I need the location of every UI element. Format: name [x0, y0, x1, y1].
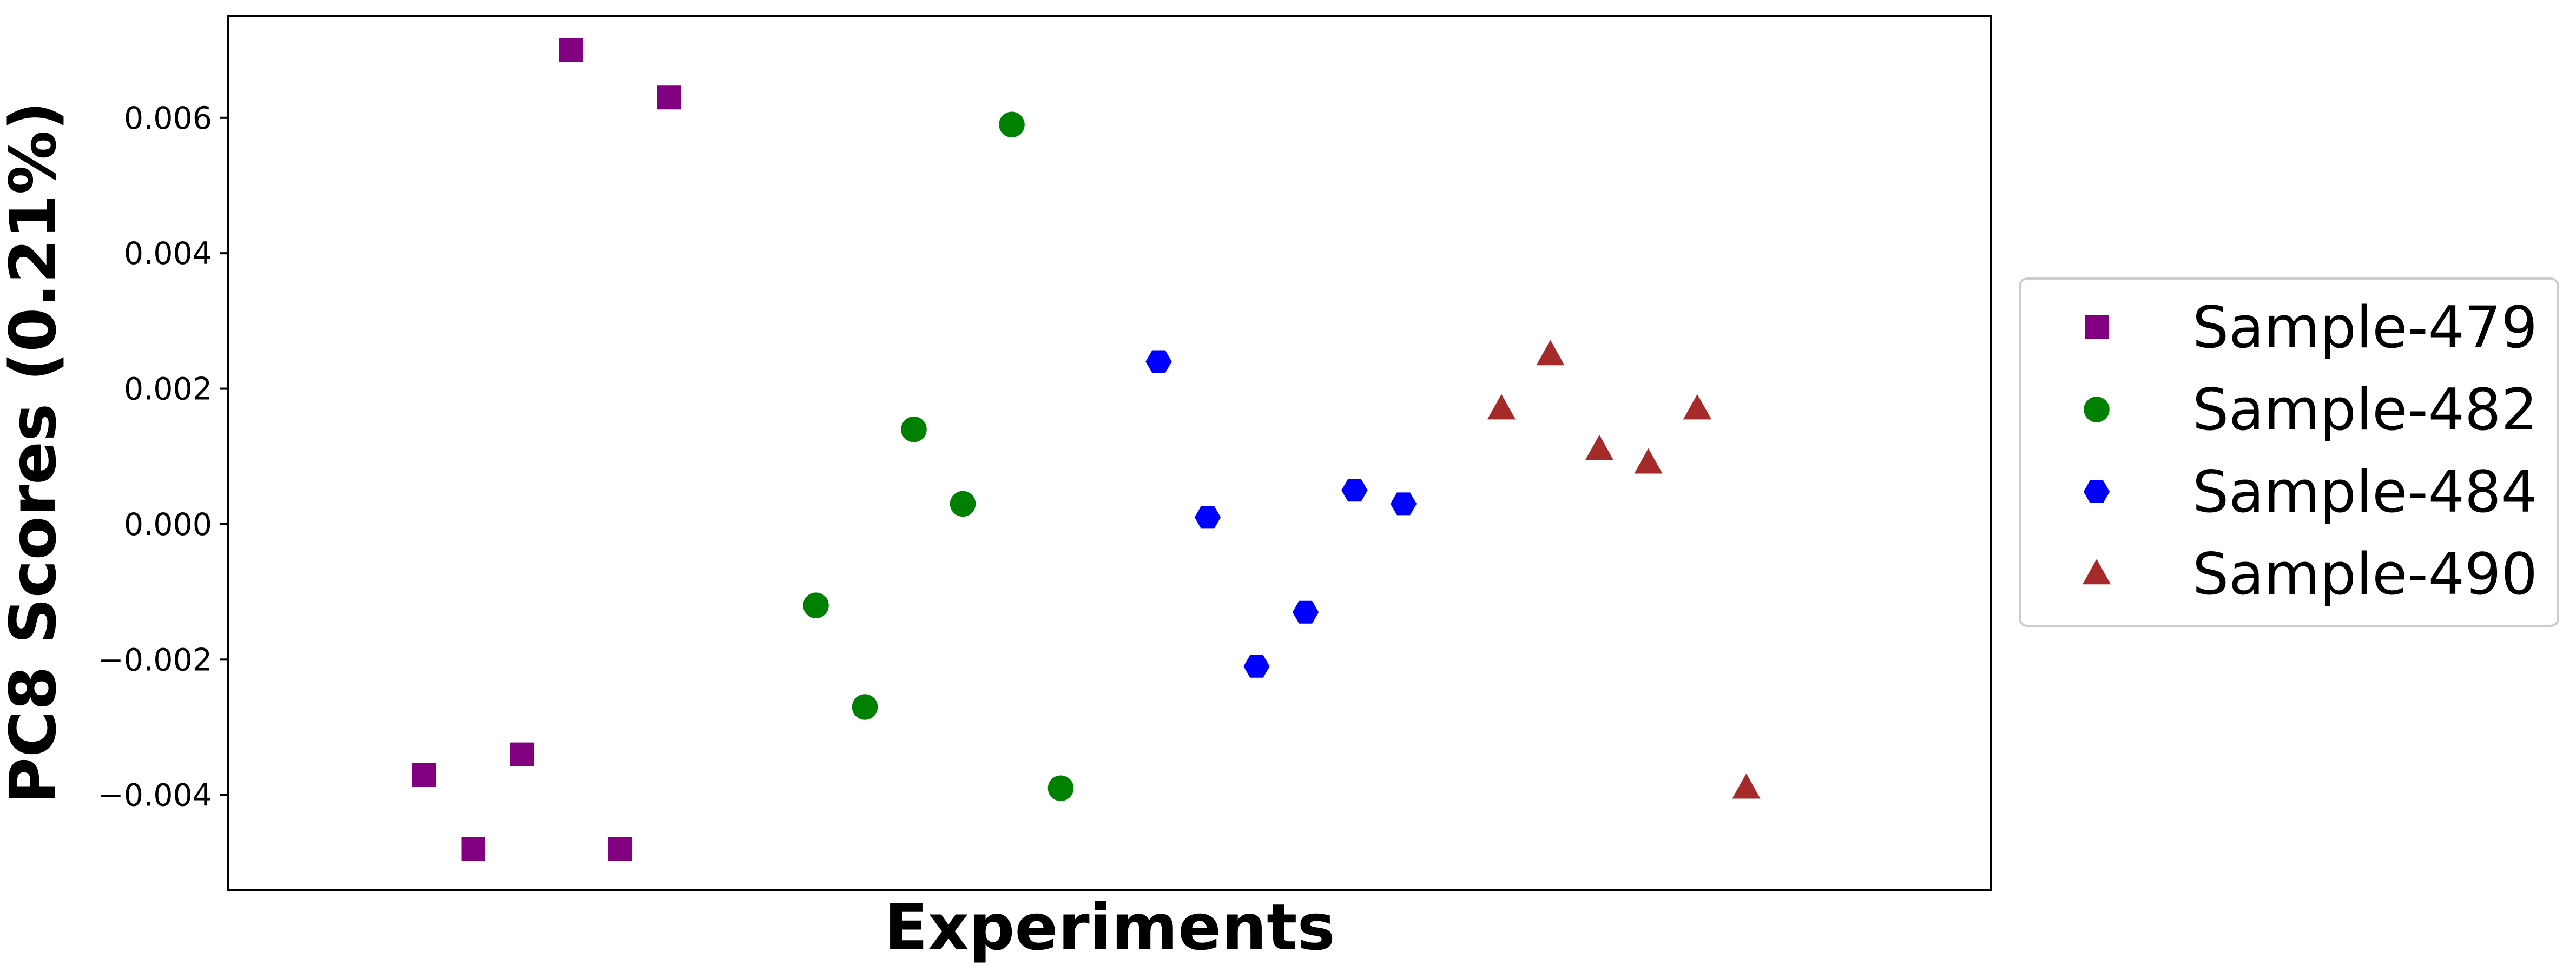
data-point-sample-482 [950, 491, 976, 517]
legend-label: Sample-482 [2192, 376, 2538, 443]
legend-label: Sample-484 [2192, 459, 2538, 525]
data-point-sample-490 [1634, 448, 1663, 474]
legend-marker [2082, 559, 2111, 585]
data-point-sample-484 [1194, 506, 1221, 529]
legend-label: Sample-479 [2192, 294, 2538, 361]
data-point-sample-482 [852, 694, 878, 720]
legend-marker [2083, 480, 2110, 503]
legend-box [2019, 277, 2559, 627]
y-tick-label: −0.004 [98, 778, 212, 814]
legend-label: Sample-490 [2192, 541, 2538, 607]
plot-area [227, 15, 1992, 891]
data-point-sample-479 [461, 837, 485, 861]
data-point-sample-479 [657, 85, 681, 110]
data-point-sample-482 [803, 592, 829, 618]
x-axis-title: Experiments [884, 890, 1335, 964]
data-point-sample-490 [1585, 434, 1614, 460]
y-axis: −0.004 −0.002 0.000 0.002 0.004 0.006 [98, 101, 228, 814]
y-tick-label: 0.000 [124, 507, 212, 543]
data-point-sample-490 [1487, 394, 1516, 420]
data-point-sample-484 [1341, 479, 1368, 502]
data-point-sample-484 [1145, 350, 1172, 373]
y-tick-label: 0.004 [124, 236, 212, 272]
legend: Sample-479 Sample-482 Sample-484 Sample-490 [2019, 277, 2559, 627]
data-point-sample-479 [412, 763, 436, 787]
data-point-sample-484 [1390, 492, 1417, 516]
y-tick-label: 0.006 [124, 101, 212, 136]
data-point-sample-482 [1047, 775, 1074, 801]
data-point-sample-479 [559, 38, 583, 62]
data-point-sample-482 [901, 416, 927, 442]
data-point-sample-484 [1243, 655, 1270, 678]
data-point-sample-490 [1683, 394, 1712, 420]
data-point-sample-479 [510, 742, 534, 766]
data-point-sample-490 [1732, 773, 1761, 799]
data-markers [412, 38, 1761, 861]
data-point-sample-479 [608, 837, 632, 861]
legend-items: Sample-479 Sample-482 Sample-484 Sample-490 [2082, 294, 2538, 607]
data-point-sample-490 [1536, 340, 1565, 366]
y-tick-label: −0.002 [98, 642, 212, 678]
data-point-sample-482 [999, 111, 1025, 138]
legend-marker [2084, 397, 2110, 422]
legend-marker [2085, 315, 2109, 339]
data-point-sample-484 [1292, 600, 1319, 624]
y-axis-title: PC8 Scores (0.21%) [0, 101, 70, 804]
y-tick-label: 0.002 [124, 372, 212, 407]
